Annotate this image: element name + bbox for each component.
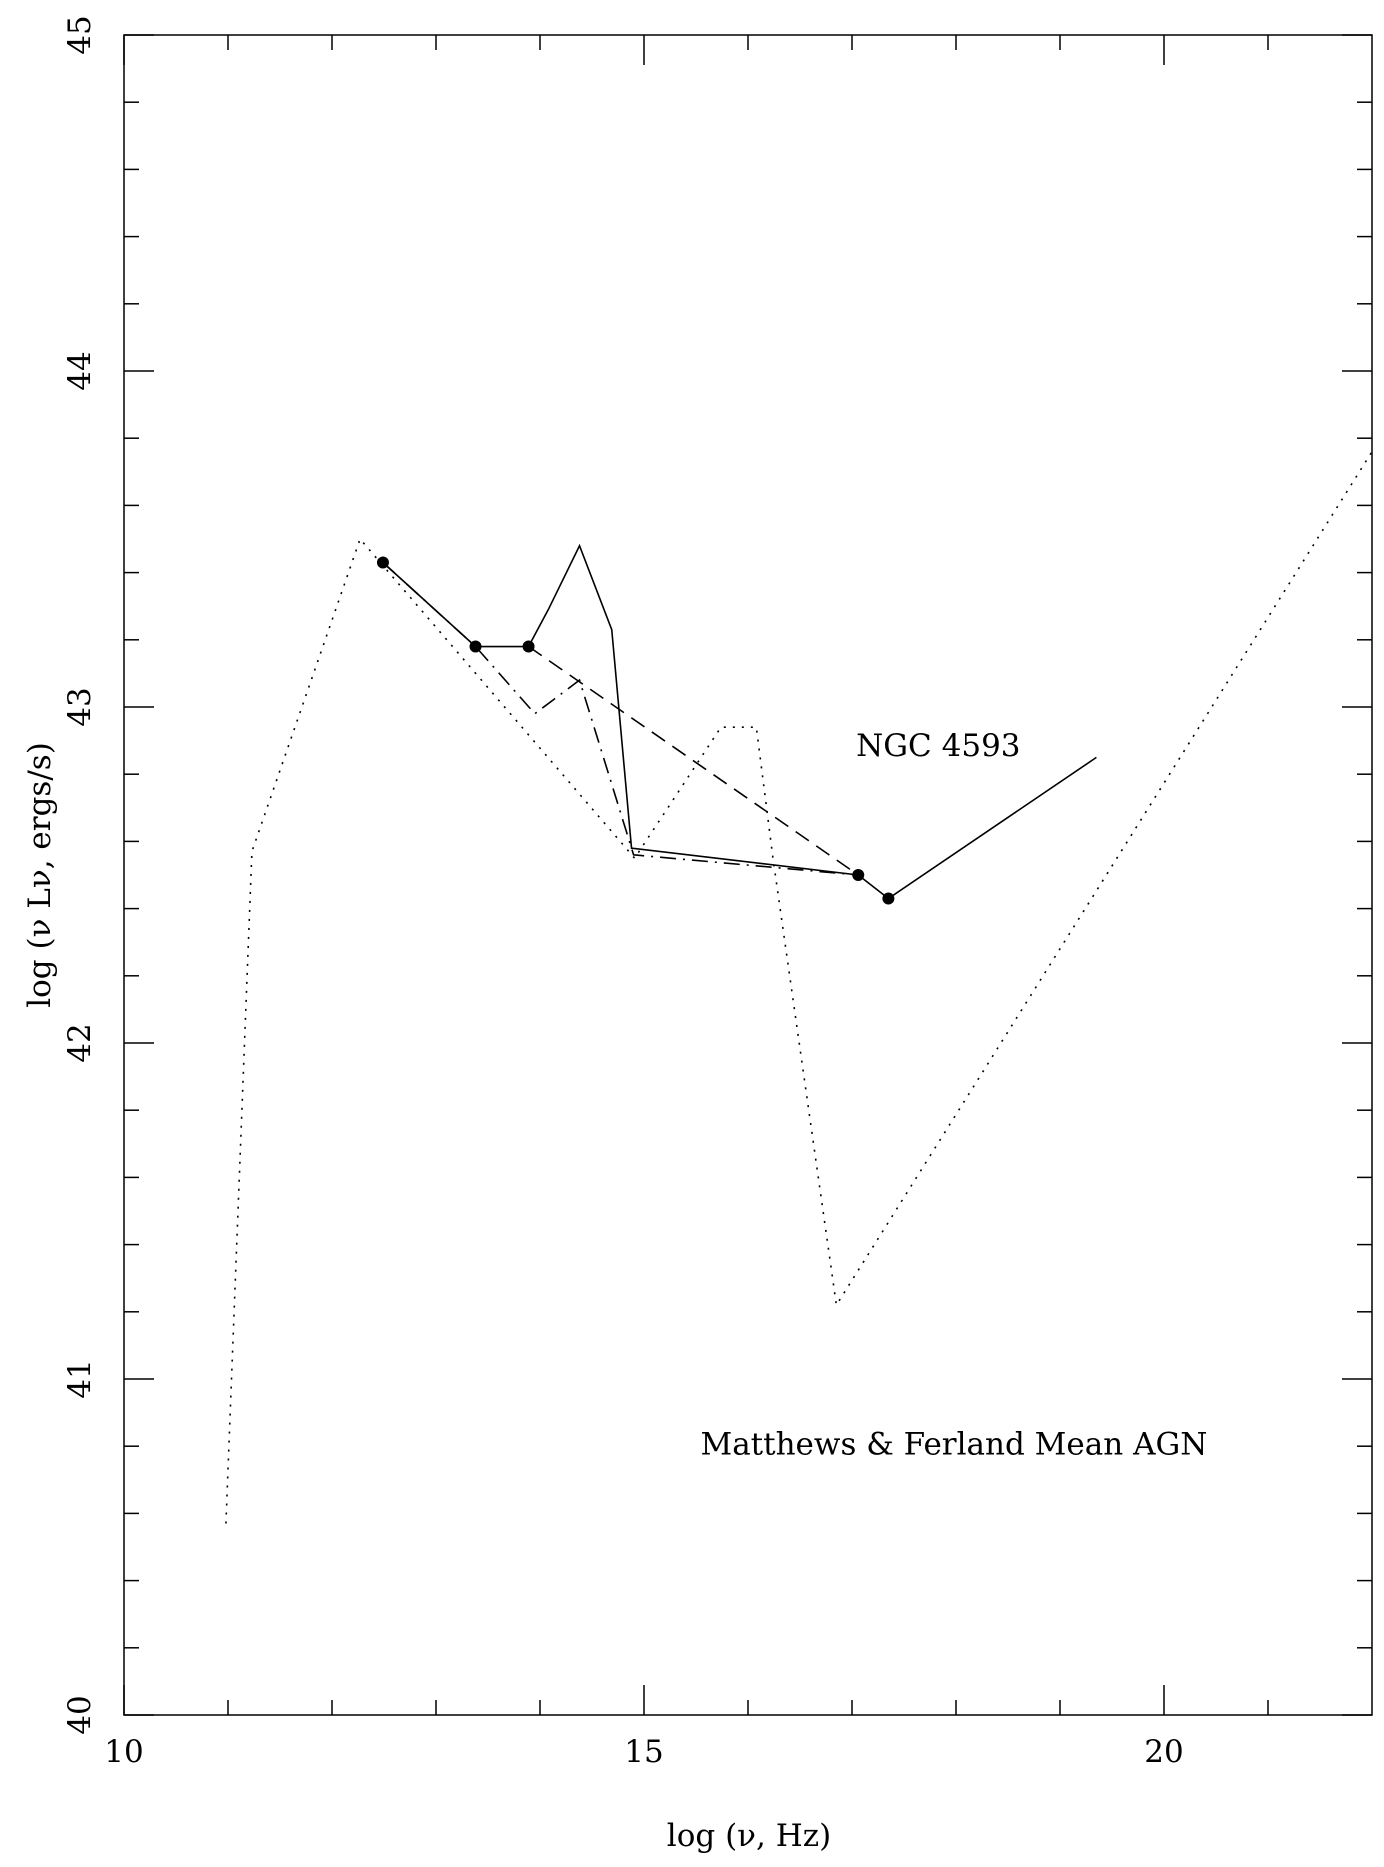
data-point xyxy=(376,556,389,569)
data-point xyxy=(469,640,482,653)
plot-frame xyxy=(123,34,1373,1716)
annotation: Matthews & Ferland Mean AGN xyxy=(700,1427,1207,1463)
y-tick-label: 41 xyxy=(62,1359,98,1398)
y-tick-label: 45 xyxy=(62,15,98,54)
series-line xyxy=(382,561,859,876)
y-tick-label: 40 xyxy=(62,1695,98,1734)
annotation: NGC 4593 xyxy=(856,728,1020,764)
series-line xyxy=(528,645,859,876)
data-point xyxy=(882,892,895,905)
data-point xyxy=(852,869,865,881)
data-point xyxy=(522,640,535,653)
y-tick-label: 43 xyxy=(62,687,98,726)
y-tick-label: 42 xyxy=(62,1023,98,1062)
x-tick-label: 10 xyxy=(104,1734,143,1770)
y-axis-label: log (ν Lν, ergs/s) xyxy=(22,742,58,1008)
series-line xyxy=(382,543,1097,900)
y-tick-label: 44 xyxy=(62,351,98,390)
x-axis-label: log (ν, Hz) xyxy=(667,1818,831,1854)
x-tick-label: 20 xyxy=(1144,1734,1183,1770)
series-line xyxy=(225,451,1373,1524)
x-tick-label: 15 xyxy=(624,1734,663,1770)
